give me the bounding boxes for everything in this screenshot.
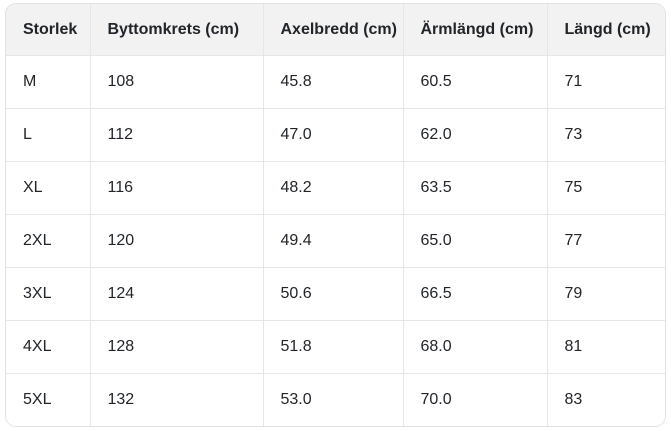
measurement-cell: 73 — [547, 108, 665, 162]
table-row-xl: XL 116 48.2 63.5 75 — [6, 161, 665, 215]
measurement-cell: 65.0 — [403, 214, 548, 268]
measurement-cell: 116 — [90, 161, 264, 215]
size-label: M — [6, 55, 91, 109]
table-row-4xl: 4XL 128 51.8 68.0 81 — [6, 320, 665, 374]
measurement-cell: 49.4 — [263, 214, 404, 268]
column-header-l-ngd-cm: Längd (cm) — [547, 4, 665, 56]
measurement-cell: 128 — [90, 320, 264, 374]
measurement-cell: 75 — [547, 161, 665, 215]
table-body: M 108 45.8 60.5 71 L 112 47.0 62.0 73 XL 116 48.2 63.… — [6, 55, 665, 426]
table-header-row: Storlek Byttomkrets (cm) Axelbredd (cm) Ärm… — [6, 4, 665, 56]
measurement-cell: 79 — [547, 267, 665, 321]
size-chart-table: Storlek Byttomkrets (cm) Axelbredd (cm) Ärm… — [6, 4, 665, 426]
size-label: L — [6, 108, 91, 162]
column-header-rml-ngd-cm: Ärmlängd (cm) — [403, 4, 548, 56]
table-row-2xl: 2XL 120 49.4 65.0 77 — [6, 214, 665, 268]
table-row-5xl: 5XL 132 53.0 70.0 83 — [6, 373, 665, 426]
measurement-cell: 112 — [90, 108, 264, 162]
table-row-3xl: 3XL 124 50.6 66.5 79 — [6, 267, 665, 321]
measurement-cell: 53.0 — [263, 373, 404, 426]
column-header-axelbredd-cm: Axelbredd (cm) — [263, 4, 404, 56]
measurement-cell: 77 — [547, 214, 665, 268]
measurement-cell: 68.0 — [403, 320, 548, 374]
measurement-cell: 66.5 — [403, 267, 548, 321]
measurement-cell: 71 — [547, 55, 665, 109]
size-label: XL — [6, 161, 91, 215]
measurement-cell: 132 — [90, 373, 264, 426]
size-chart-container: Storlek Byttomkrets (cm) Axelbredd (cm) Ärm… — [5, 3, 666, 427]
measurement-cell: 83 — [547, 373, 665, 426]
measurement-cell: 47.0 — [263, 108, 404, 162]
measurement-cell: 108 — [90, 55, 264, 109]
measurement-cell: 48.2 — [263, 161, 404, 215]
table-row-l: L 112 47.0 62.0 73 — [6, 108, 665, 162]
size-label: 2XL — [6, 214, 91, 268]
measurement-cell: 60.5 — [403, 55, 548, 109]
column-header-byttomkrets-cm: Byttomkrets (cm) — [90, 4, 264, 56]
table-header: Storlek Byttomkrets (cm) Axelbredd (cm) Ärm… — [6, 4, 665, 56]
measurement-cell: 70.0 — [403, 373, 548, 426]
measurement-cell: 50.6 — [263, 267, 404, 321]
measurement-cell: 45.8 — [263, 55, 404, 109]
measurement-cell: 124 — [90, 267, 264, 321]
size-label: 5XL — [6, 373, 91, 426]
measurement-cell: 81 — [547, 320, 665, 374]
column-header-storlek: Storlek — [6, 4, 91, 56]
measurement-cell: 120 — [90, 214, 264, 268]
table-row-m: M 108 45.8 60.5 71 — [6, 55, 665, 109]
measurement-cell: 62.0 — [403, 108, 548, 162]
size-label: 4XL — [6, 320, 91, 374]
measurement-cell: 63.5 — [403, 161, 548, 215]
size-label: 3XL — [6, 267, 91, 321]
measurement-cell: 51.8 — [263, 320, 404, 374]
